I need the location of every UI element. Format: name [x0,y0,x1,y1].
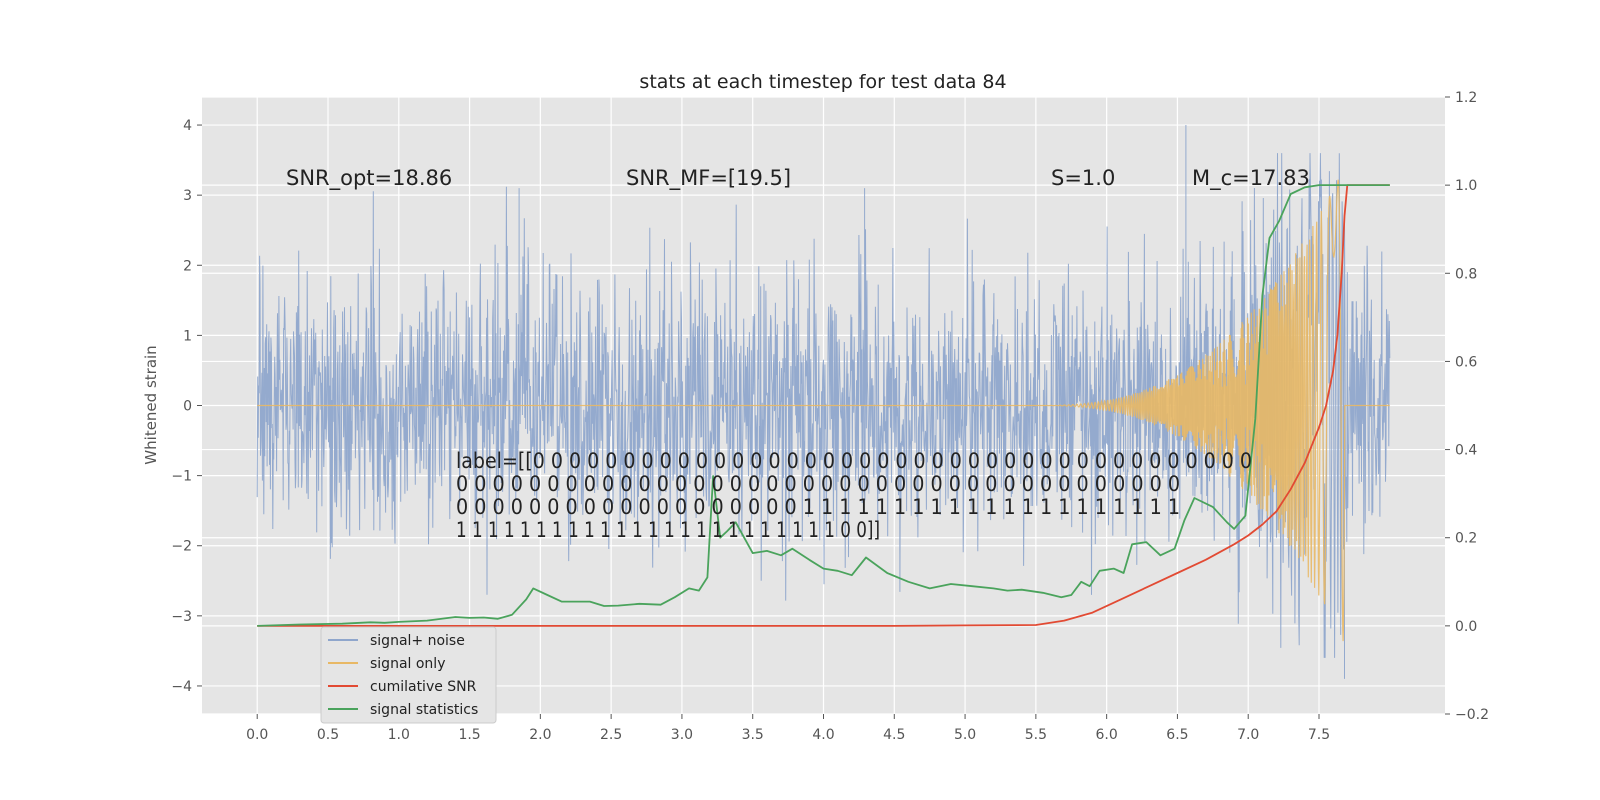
y2-tick-label: 0.0 [1455,619,1477,635]
x-tick-label: 0.0 [246,727,268,743]
legend: signal+ noise signal only cumilative SNR… [320,626,497,724]
y2-tick-label: 0.8 [1455,266,1477,282]
y-tick-label: −2 [171,539,192,555]
x-tick-label: 2.0 [529,727,551,743]
x-tick-label: 7.5 [1308,727,1330,743]
x-tick-label: 4.5 [883,727,905,743]
y2-tick-label: 1.0 [1455,178,1477,194]
legend-label-noise: signal+ noise [370,633,465,649]
y-tick-label: −1 [171,469,192,485]
signal-line [257,179,1390,642]
y-tick-label: 3 [183,188,192,204]
legend-box [320,626,497,724]
y2-tick-label: −0.2 [1455,707,1489,723]
annotation-label-line-2: 0 0 0 0 0 0 0 0 0 0 0 0 0 0 0 0 0 0 0 0 … [456,472,1180,496]
y-tick-label: 0 [183,399,192,415]
x-tick-label: 6.5 [1166,727,1188,743]
annotation-label-line-4: 1 1 1 1 1 1 1 1 1 1 1 1 1 1 1 1 1 1 1 1 … [456,518,880,542]
y-tick-label: 1 [183,328,192,344]
y-tick-label: −4 [171,679,192,695]
y-tick-label: 4 [183,118,192,134]
x-tick-label: 4.0 [812,727,834,743]
signal-statistics-line [257,184,1390,627]
y2-tick-label: 0.2 [1455,531,1477,547]
x-tick-label: 3.0 [671,727,693,743]
annotation-label-line-1: label=[[0 0 0 0 0 0 0 0 0 0 0 0 0 0 0 0 … [456,449,1252,473]
x-tick-label: 6.0 [1096,727,1118,743]
legend-label-signal: signal only [370,656,445,672]
annotation-chirp-mass: M_c=17.83 [1192,166,1310,191]
y-tick-label: 2 [183,258,192,274]
axis-ticks: 0.0 0.5 1.0 1.5 2.0 2.5 3.0 3.5 4.0 4.5 5.0 5.5 6.0 6… [171,90,1489,743]
y2-tick-label: 0.6 [1455,354,1477,370]
series-signal-statistics [257,184,1390,627]
y2-tick-label: 1.2 [1455,90,1477,106]
x-tick-label: 5.0 [954,727,976,743]
y-axis-label: Whitened strain [142,345,160,464]
x-tick-label: 3.5 [742,727,764,743]
x-tick-label: 0.5 [317,727,339,743]
cumilative-snr-line [257,184,1390,627]
x-tick-label: 7.0 [1237,727,1259,743]
annotation-spin: S=1.0 [1051,166,1115,190]
y-tick-label: −3 [171,609,192,625]
x-tick-label: 1.5 [458,727,480,743]
annotation-label-line-3: 0 0 0 0 0 0 0 0 0 0 0 0 0 0 0 0 0 0 0 1 … [456,495,1180,519]
chart-title: stats at each timestep for test data 84 [639,71,1006,93]
series-cumilative-snr [257,184,1390,627]
x-tick-label: 2.5 [600,727,622,743]
legend-label-stats: signal statistics [370,702,478,718]
x-tick-label: 1.0 [388,727,410,743]
annotation-snr-mf: SNR_MF=[19.5] [626,166,791,191]
legend-label-cumsnr: cumilative SNR [370,679,477,695]
x-tick-label: 5.5 [1025,727,1047,743]
y2-tick-label: 0.4 [1455,443,1477,459]
annotation-snr-opt: SNR_opt=18.86 [286,166,452,191]
series-signal-only [257,179,1390,642]
